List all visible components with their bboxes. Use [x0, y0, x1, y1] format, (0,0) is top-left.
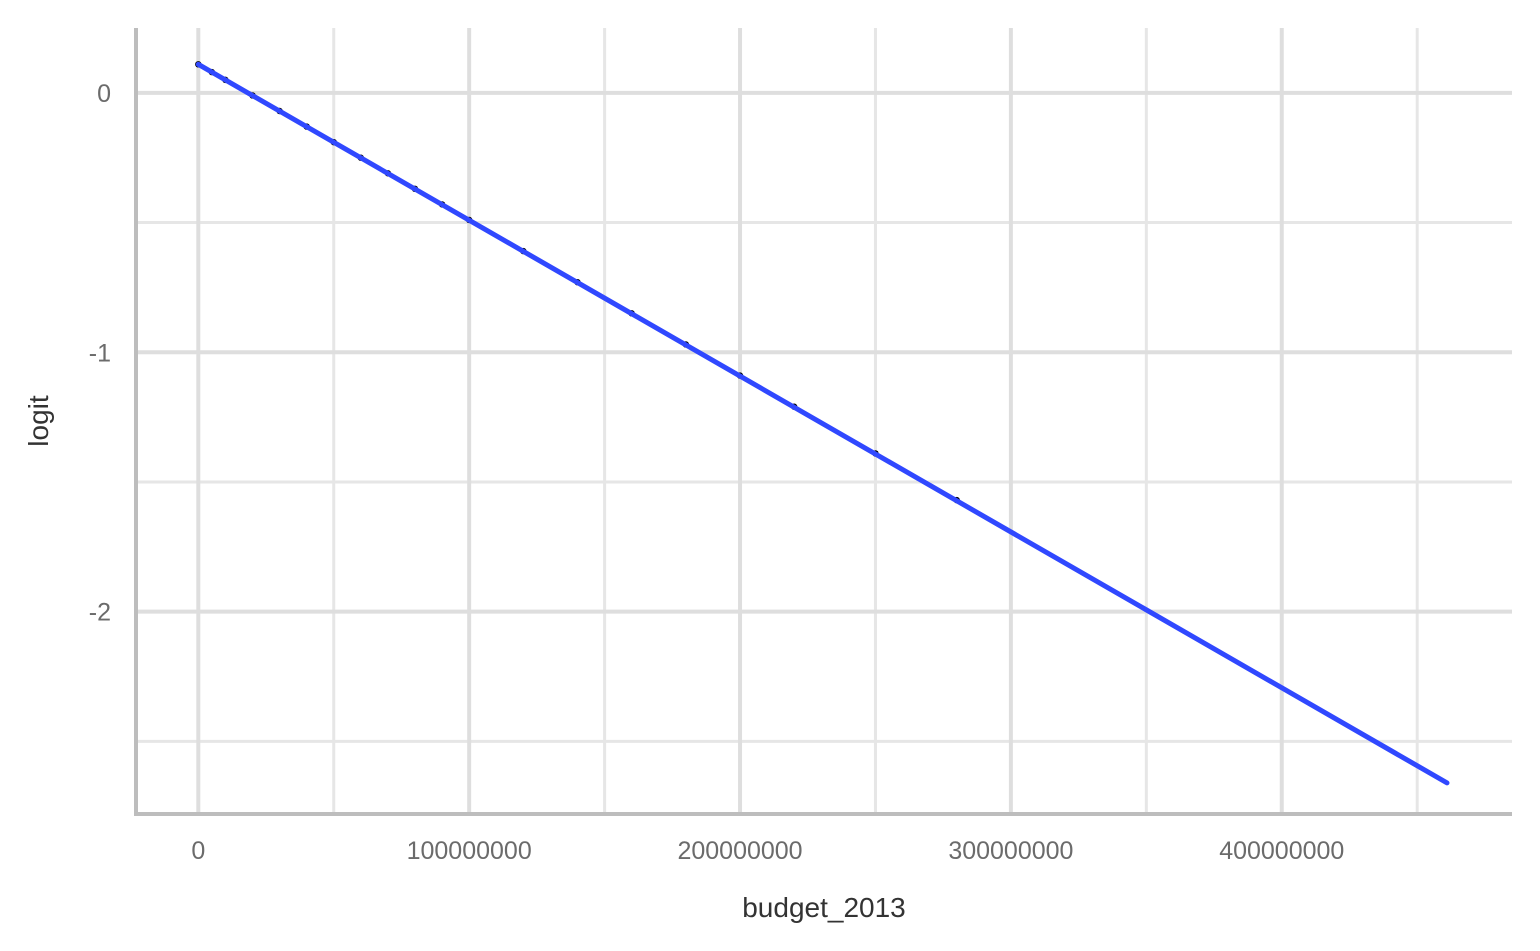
grid [136, 28, 1512, 814]
y-tick-labels: 0 -1 -2 [89, 80, 111, 627]
x-tick-label: 200000000 [677, 837, 802, 865]
y-tick-label: 0 [97, 80, 111, 108]
y-tick-label: -2 [89, 599, 111, 627]
x-tick-label: 0 [191, 837, 205, 865]
fitted-line [195, 61, 1450, 786]
x-tick-label: 400000000 [1219, 837, 1344, 865]
fitted-line-group [195, 61, 1450, 786]
x-axis-title: budget_2013 [742, 892, 906, 923]
x-tick-label: 100000000 [407, 837, 532, 865]
x-tick-labels: 0 100000000 200000000 300000000 400000000 [191, 837, 1344, 865]
x-tick-label: 300000000 [948, 837, 1073, 865]
axes [134, 28, 1512, 816]
y-axis-title: logit [23, 395, 54, 447]
y-tick-label: -1 [89, 339, 111, 367]
